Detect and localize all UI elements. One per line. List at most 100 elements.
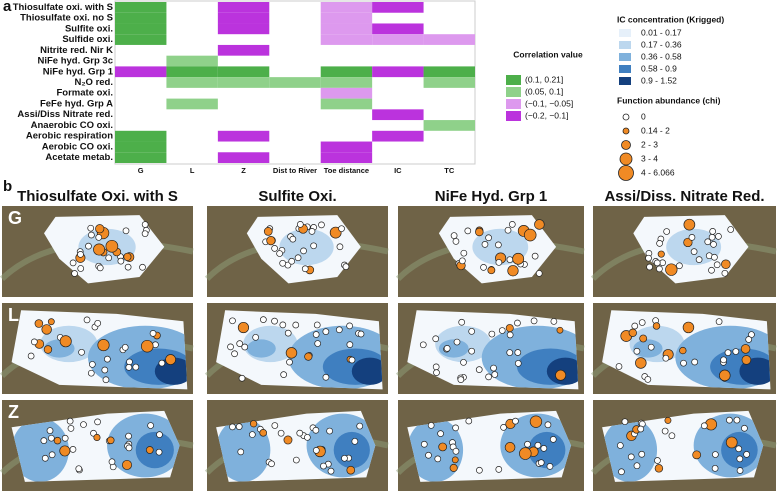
heatmap-cell bbox=[423, 77, 475, 88]
sample-point bbox=[555, 369, 567, 381]
sample-point bbox=[638, 450, 646, 458]
sample-point bbox=[736, 455, 744, 463]
sample-point bbox=[452, 447, 460, 455]
sample-point bbox=[313, 321, 321, 329]
heatmap-cell bbox=[372, 130, 424, 142]
sample-point bbox=[457, 376, 465, 384]
krig-fill bbox=[629, 325, 771, 390]
row-label: FeFe hyd. Grp A bbox=[40, 98, 113, 109]
sample-point bbox=[654, 464, 664, 473]
sample-point bbox=[498, 327, 506, 334]
sample-point bbox=[708, 266, 715, 274]
sample-point bbox=[101, 366, 109, 374]
sample-point bbox=[691, 358, 699, 366]
sample-point bbox=[453, 338, 461, 346]
legend-swatch bbox=[506, 99, 521, 109]
sample-point bbox=[748, 331, 755, 338]
sample-point bbox=[236, 340, 244, 347]
legend-symbol bbox=[621, 140, 631, 150]
sample-point bbox=[94, 319, 102, 327]
sample-point bbox=[654, 457, 661, 464]
krig-zone bbox=[438, 339, 469, 358]
sample-point bbox=[40, 437, 48, 444]
sample-point bbox=[296, 429, 304, 437]
sample-point bbox=[531, 252, 539, 260]
sample-point bbox=[468, 347, 476, 355]
sample-point bbox=[621, 418, 629, 426]
sample-point bbox=[711, 253, 718, 261]
sample-point bbox=[633, 347, 641, 355]
legend-swatch bbox=[506, 111, 521, 121]
sample-point bbox=[708, 233, 716, 241]
sample-point bbox=[452, 424, 459, 432]
legend-label: 0.58 - 0.9 bbox=[641, 63, 677, 73]
sample-point bbox=[95, 234, 103, 241]
map-panel bbox=[204, 303, 389, 394]
sample-point bbox=[308, 228, 316, 235]
sample-point bbox=[238, 374, 246, 382]
sample-point bbox=[145, 446, 154, 454]
sample-point bbox=[93, 433, 101, 442]
sample-point bbox=[322, 328, 330, 336]
sample-point bbox=[69, 446, 77, 453]
sample-point bbox=[458, 318, 466, 326]
map-panel bbox=[204, 206, 389, 297]
sample-point bbox=[485, 373, 492, 381]
sample-point bbox=[663, 228, 671, 235]
heatmap-cell bbox=[217, 130, 270, 142]
heatmap-cell bbox=[217, 2, 270, 13]
sample-point bbox=[506, 349, 514, 356]
row-label: Anaerobic CO oxi. bbox=[31, 120, 113, 131]
sample-point bbox=[105, 239, 119, 253]
heatmap-cell bbox=[217, 77, 270, 88]
sample-point bbox=[310, 242, 317, 250]
sample-point bbox=[155, 448, 163, 456]
map-column-title: Thiosulfate Oxi. with S bbox=[17, 188, 178, 205]
sample-point bbox=[656, 240, 663, 247]
heatmap-cell bbox=[115, 23, 167, 35]
sample-point bbox=[341, 454, 348, 462]
sample-point bbox=[94, 418, 101, 426]
legend-label: 0.36 - 0.58 bbox=[641, 51, 682, 61]
sample-point bbox=[300, 247, 307, 255]
legend-label: (−0.2, −0.1] bbox=[525, 110, 568, 120]
sample-point bbox=[661, 427, 669, 435]
sample-point bbox=[61, 434, 69, 442]
sample-point bbox=[506, 256, 514, 264]
sample-point bbox=[75, 465, 83, 473]
sample-point bbox=[711, 464, 719, 472]
row-label: NiFe hyd. Grp 3c bbox=[38, 56, 114, 67]
heatmap-cell bbox=[115, 12, 167, 24]
sample-point bbox=[271, 317, 278, 325]
sample-point bbox=[346, 322, 353, 330]
sample-point bbox=[338, 225, 345, 233]
sample-point bbox=[296, 221, 304, 228]
sample-point bbox=[47, 318, 55, 326]
sample-point bbox=[304, 352, 313, 361]
sample-point bbox=[288, 257, 296, 265]
sample-point bbox=[724, 349, 732, 357]
sample-point bbox=[646, 263, 653, 271]
sample-point bbox=[318, 221, 325, 229]
sample-point bbox=[67, 425, 75, 432]
sample-point bbox=[639, 334, 648, 343]
sample-point bbox=[46, 427, 54, 434]
sample-point bbox=[504, 442, 516, 453]
column-label: Dist to River bbox=[273, 166, 317, 175]
heatmap-cell bbox=[115, 130, 167, 142]
heatmap-cell bbox=[217, 44, 270, 56]
sample-point bbox=[427, 422, 435, 429]
heatmap-cell bbox=[217, 23, 270, 35]
sample-point bbox=[141, 221, 149, 228]
krig-zone bbox=[407, 418, 464, 482]
sample-point bbox=[292, 321, 300, 329]
sample-point bbox=[616, 442, 624, 449]
sample-point bbox=[468, 327, 476, 335]
sample-point bbox=[279, 321, 287, 329]
legend-symbol bbox=[622, 113, 630, 121]
sample-point bbox=[735, 445, 743, 453]
sample-point bbox=[286, 358, 293, 366]
sample-point bbox=[529, 415, 543, 428]
sample-point bbox=[635, 357, 647, 369]
sample-point bbox=[546, 463, 554, 470]
